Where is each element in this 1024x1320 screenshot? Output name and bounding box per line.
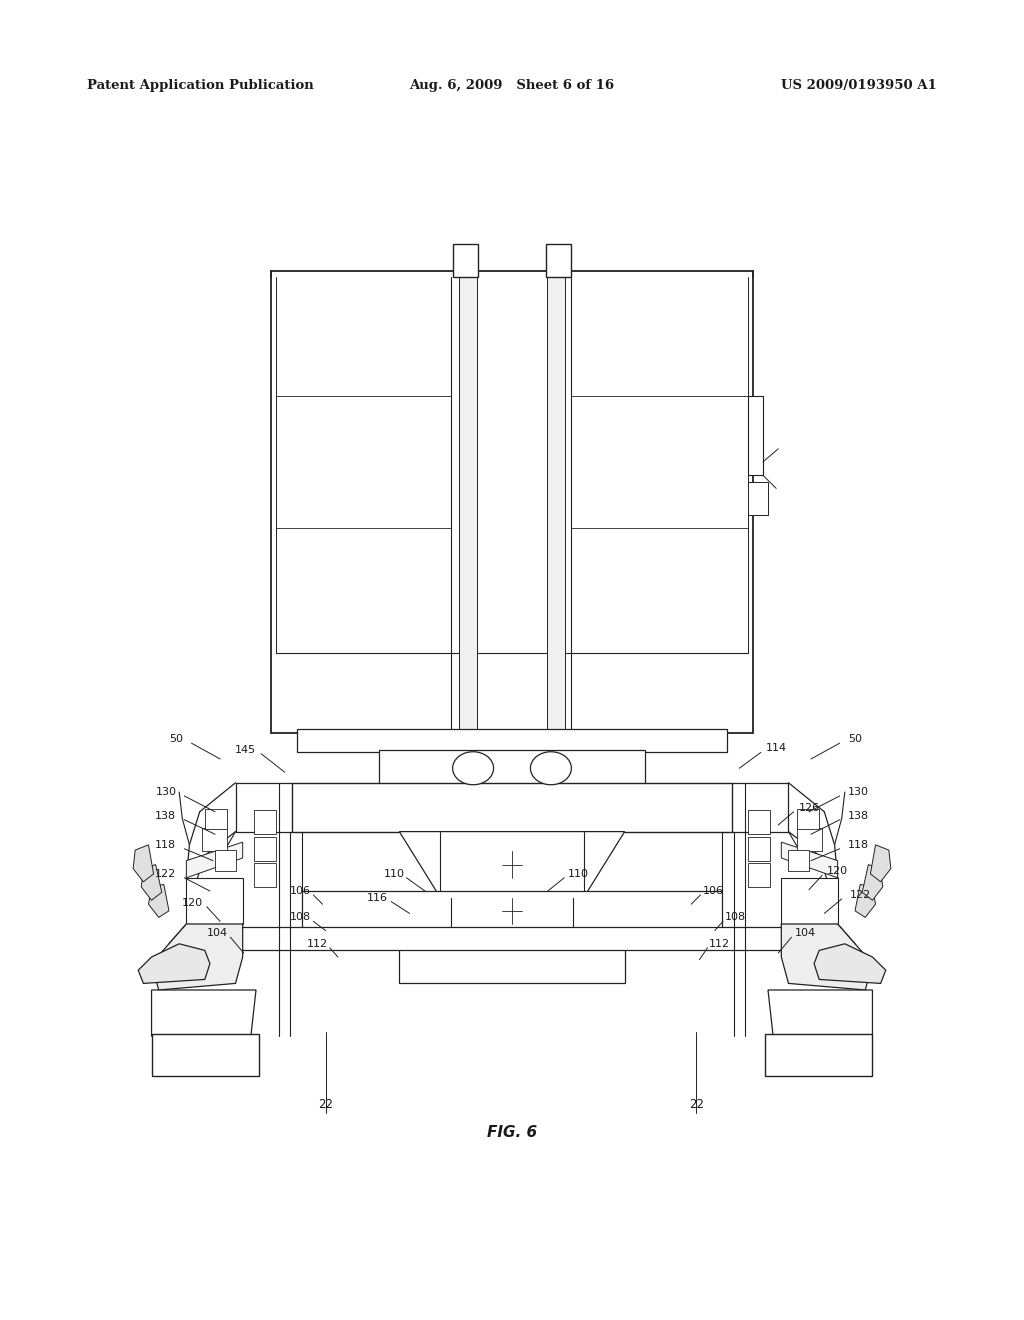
- FancyBboxPatch shape: [399, 928, 625, 983]
- FancyBboxPatch shape: [254, 810, 276, 834]
- FancyBboxPatch shape: [152, 1034, 259, 1076]
- Text: 130: 130: [848, 787, 868, 797]
- FancyBboxPatch shape: [215, 850, 236, 871]
- FancyBboxPatch shape: [254, 863, 276, 887]
- Polygon shape: [186, 842, 243, 878]
- Text: 114: 114: [766, 743, 786, 754]
- Ellipse shape: [530, 752, 571, 784]
- Text: 118: 118: [156, 840, 176, 850]
- FancyBboxPatch shape: [781, 878, 838, 924]
- Polygon shape: [138, 944, 210, 983]
- Text: 108: 108: [725, 912, 745, 923]
- Text: 122: 122: [156, 869, 176, 879]
- Polygon shape: [855, 884, 876, 917]
- Text: FIG. 6: FIG. 6: [487, 1125, 537, 1140]
- Text: 126: 126: [799, 803, 819, 813]
- Ellipse shape: [453, 752, 494, 784]
- FancyBboxPatch shape: [797, 828, 822, 851]
- Text: 138: 138: [848, 810, 868, 821]
- FancyBboxPatch shape: [459, 271, 477, 733]
- Text: 145: 145: [236, 744, 256, 755]
- Polygon shape: [399, 832, 625, 898]
- Text: 112: 112: [307, 939, 328, 949]
- Polygon shape: [148, 884, 169, 917]
- Text: 118: 118: [848, 840, 868, 850]
- Text: 50: 50: [848, 734, 862, 744]
- Text: 108: 108: [290, 912, 310, 923]
- FancyBboxPatch shape: [748, 863, 770, 887]
- Text: 122: 122: [850, 890, 870, 900]
- Text: 116: 116: [367, 892, 387, 903]
- Polygon shape: [152, 990, 256, 1036]
- Polygon shape: [781, 924, 872, 990]
- Polygon shape: [768, 990, 872, 1036]
- Polygon shape: [152, 924, 243, 990]
- FancyBboxPatch shape: [302, 891, 722, 931]
- Text: 104: 104: [796, 928, 816, 939]
- FancyBboxPatch shape: [297, 729, 727, 752]
- Polygon shape: [870, 845, 891, 882]
- FancyBboxPatch shape: [292, 783, 732, 832]
- Text: 110: 110: [384, 869, 404, 879]
- FancyBboxPatch shape: [453, 244, 478, 277]
- Text: 50: 50: [169, 734, 183, 744]
- Text: 104: 104: [207, 928, 227, 939]
- Text: 22: 22: [318, 1098, 333, 1111]
- FancyBboxPatch shape: [547, 271, 565, 733]
- Text: 110: 110: [568, 869, 589, 879]
- Text: 112: 112: [710, 939, 730, 949]
- Text: 130: 130: [156, 787, 176, 797]
- FancyBboxPatch shape: [748, 396, 763, 475]
- FancyBboxPatch shape: [202, 828, 227, 851]
- Text: 120: 120: [182, 898, 203, 908]
- FancyBboxPatch shape: [797, 809, 819, 829]
- Polygon shape: [133, 845, 154, 882]
- Polygon shape: [862, 865, 883, 900]
- Text: 106: 106: [290, 886, 310, 896]
- FancyBboxPatch shape: [271, 271, 753, 733]
- FancyBboxPatch shape: [546, 244, 571, 277]
- Text: US 2009/0193950 A1: US 2009/0193950 A1: [781, 79, 937, 91]
- Text: 22: 22: [689, 1098, 703, 1111]
- Polygon shape: [141, 865, 162, 900]
- Text: Aug. 6, 2009   Sheet 6 of 16: Aug. 6, 2009 Sheet 6 of 16: [410, 79, 614, 91]
- Text: 138: 138: [156, 810, 176, 821]
- FancyBboxPatch shape: [186, 878, 243, 924]
- FancyBboxPatch shape: [748, 482, 768, 515]
- FancyBboxPatch shape: [205, 809, 227, 829]
- Polygon shape: [814, 944, 886, 983]
- FancyBboxPatch shape: [748, 837, 770, 861]
- Polygon shape: [781, 842, 838, 878]
- FancyBboxPatch shape: [220, 927, 804, 950]
- FancyBboxPatch shape: [748, 810, 770, 834]
- FancyBboxPatch shape: [765, 1034, 872, 1076]
- Text: Patent Application Publication: Patent Application Publication: [87, 79, 313, 91]
- FancyBboxPatch shape: [254, 837, 276, 861]
- FancyBboxPatch shape: [788, 850, 809, 871]
- Text: 120: 120: [827, 866, 848, 876]
- FancyBboxPatch shape: [379, 750, 645, 785]
- Text: 106: 106: [703, 886, 724, 896]
